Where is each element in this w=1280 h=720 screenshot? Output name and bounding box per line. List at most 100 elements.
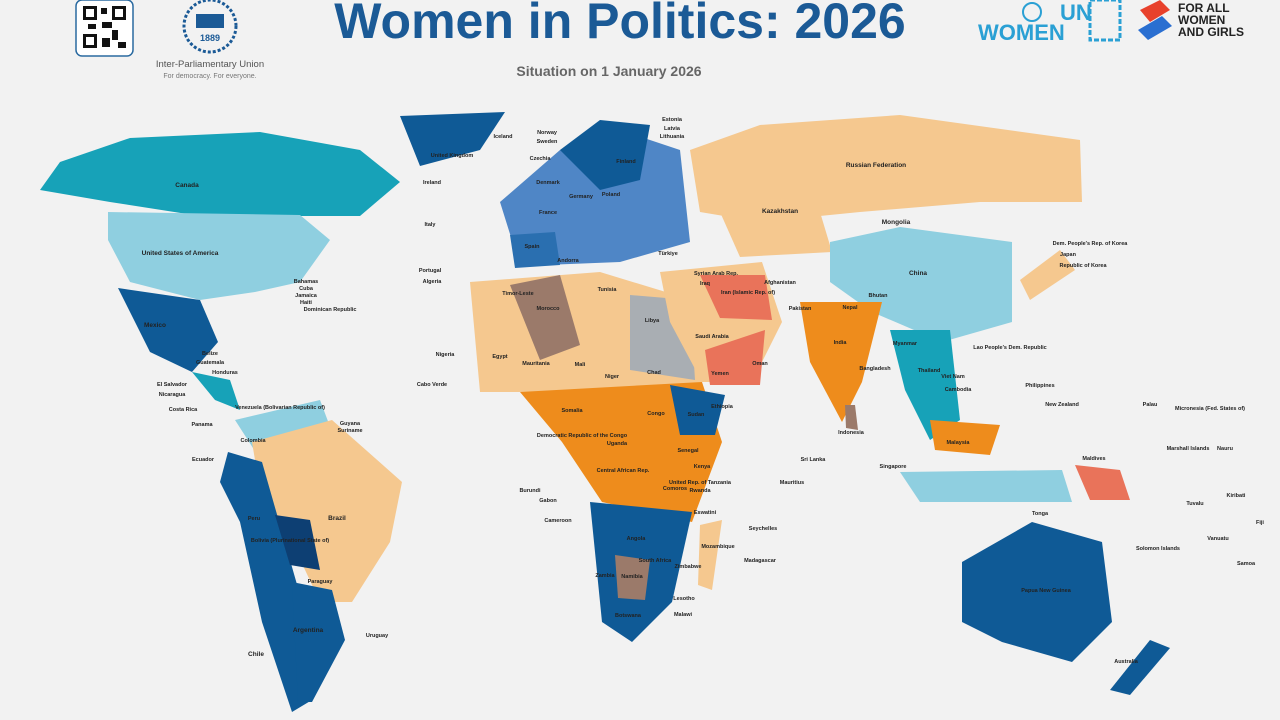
title: Women in Politics: 2026 xyxy=(334,0,905,49)
country-label: Micronesia (Fed. States of) xyxy=(1175,406,1245,412)
country-label: Belize xyxy=(202,351,218,357)
country-label: Japan xyxy=(1060,252,1077,258)
country-label: Paraguay xyxy=(308,579,334,585)
country-label: Haiti xyxy=(300,300,312,306)
country-label: Eswatini xyxy=(694,510,717,516)
country-label: Tuvalu xyxy=(1186,501,1203,507)
country-label: Seychelles xyxy=(749,526,777,532)
country-label: Libya xyxy=(645,318,660,324)
country-label: Indonesia xyxy=(838,430,865,436)
country-label: Poland xyxy=(602,192,620,198)
country-label: Iraq xyxy=(700,281,710,287)
un-text: UN xyxy=(1060,0,1092,25)
country-label: Panama xyxy=(191,422,213,428)
country-label: Malaysia xyxy=(947,440,971,446)
country-label: Solomon Islands xyxy=(1136,546,1180,552)
ipu-logo: 1889 xyxy=(182,0,238,54)
women-text: WOMEN xyxy=(978,20,1065,45)
country-label: Viet Nam xyxy=(941,374,965,380)
country-label: Philippines xyxy=(1025,383,1054,389)
country-label: Chad xyxy=(647,370,661,376)
country-label: Czechia xyxy=(530,156,552,162)
country-label: Peru xyxy=(248,516,260,522)
country-label: Oman xyxy=(752,361,768,367)
country-label: Bolivia (Plurinational State of) xyxy=(251,538,329,544)
country-label: Afghanistan xyxy=(764,280,796,286)
country-label: Australia xyxy=(1114,659,1138,665)
country-label: Cameroon xyxy=(544,518,572,524)
ipu-year: 1889 xyxy=(200,33,220,43)
country-label: Kenya xyxy=(694,464,711,470)
country-label: Lithuania xyxy=(660,134,685,140)
country-label: South Africa xyxy=(639,558,672,564)
country-label: Syrian Arab Rep. xyxy=(694,271,739,277)
country-label: Estonia xyxy=(662,117,683,123)
country-label: Chile xyxy=(248,651,264,658)
ipu-tagline: For democracy. For everyone. xyxy=(163,73,256,80)
country-label: Spain xyxy=(525,244,541,250)
country-label: Papua New Guinea xyxy=(1021,588,1071,594)
country-label: Central African Rep. xyxy=(597,468,650,474)
country-label: Samoa xyxy=(1237,561,1256,567)
country-label: Congo xyxy=(647,411,665,417)
country-label: El Salvador xyxy=(157,382,188,388)
country-label: Madagascar xyxy=(744,558,777,564)
country-label: Botswana xyxy=(615,613,642,619)
country-label: Mauritius xyxy=(780,480,804,486)
country-label: Lesotho xyxy=(673,596,695,602)
country-label: Namibia xyxy=(621,574,643,580)
country-label: Myanmar xyxy=(893,341,918,347)
country-labels: Canada United States of America Mexico Braz… xyxy=(0,0,1264,665)
country-label: Tonga xyxy=(1032,511,1049,517)
country-label: United Kingdom xyxy=(431,153,474,159)
women-girls-text: WOMEN xyxy=(1178,13,1225,27)
country-label: Latvia xyxy=(664,126,681,132)
country-label: Argentina xyxy=(293,627,324,634)
country-label: Maldives xyxy=(1082,456,1105,462)
country-label: Portugal xyxy=(419,268,442,274)
country-label: New Zealand xyxy=(1045,402,1079,408)
country-label: France xyxy=(539,210,557,216)
country-label: Kazakhstan xyxy=(762,208,798,215)
country-label: Mongolia xyxy=(882,219,911,226)
country-label: Mexico xyxy=(144,322,166,329)
for-all-text: FOR ALL xyxy=(1178,1,1230,15)
country-label: Timor-Leste xyxy=(502,291,533,297)
country-label: Türkiye xyxy=(658,251,678,257)
country-label: Egypt xyxy=(492,354,507,360)
country-label: Senegal xyxy=(677,448,699,454)
country-label: Dominican Republic xyxy=(304,307,357,313)
country-label: Russian Federation xyxy=(846,162,906,169)
country-label: Thailand xyxy=(918,368,941,374)
country-label: Algeria xyxy=(423,279,443,285)
country-label: Italy xyxy=(424,222,436,228)
ipu-name: Inter-Parliamentary Union xyxy=(156,59,264,70)
country-label: Finland xyxy=(616,159,636,165)
country-label: Uganda xyxy=(607,441,628,447)
country-label: Sweden xyxy=(537,139,558,145)
country-label: Guatemala xyxy=(196,360,225,366)
country-label: Nepal xyxy=(843,305,858,311)
country-label: Ecuador xyxy=(192,457,215,463)
world-map xyxy=(40,112,1170,712)
country-label: Honduras xyxy=(212,370,238,376)
and-girls-text: AND GIRLS xyxy=(1178,25,1244,39)
country-label: Iran (Islamic Rep. of) xyxy=(721,290,775,296)
country-label: Marshall Islands xyxy=(1167,446,1210,452)
country-label: Suriname xyxy=(337,428,362,434)
country-label: Singapore xyxy=(880,464,907,470)
country-label: United States of America xyxy=(142,250,219,257)
country-label: Democratic Republic of the Congo xyxy=(537,433,628,439)
country-label: South Sudan xyxy=(0,0,18,2)
un-women-logo: UN WOMEN xyxy=(978,0,1122,45)
country-label: Cabo Verde xyxy=(417,382,447,388)
country-label: Nigeria xyxy=(436,352,456,358)
country-label: Yemen xyxy=(711,371,729,377)
country-label: Costa Rica xyxy=(169,407,198,413)
country-label: Ireland xyxy=(423,180,441,186)
country-label: Zambia xyxy=(595,573,615,579)
country-label: United Rep. of Tanzania xyxy=(669,480,732,486)
country-label: Sri Lanka xyxy=(801,457,827,463)
country-label: Bahamas xyxy=(294,279,318,285)
country-label: Palau xyxy=(1143,402,1158,408)
